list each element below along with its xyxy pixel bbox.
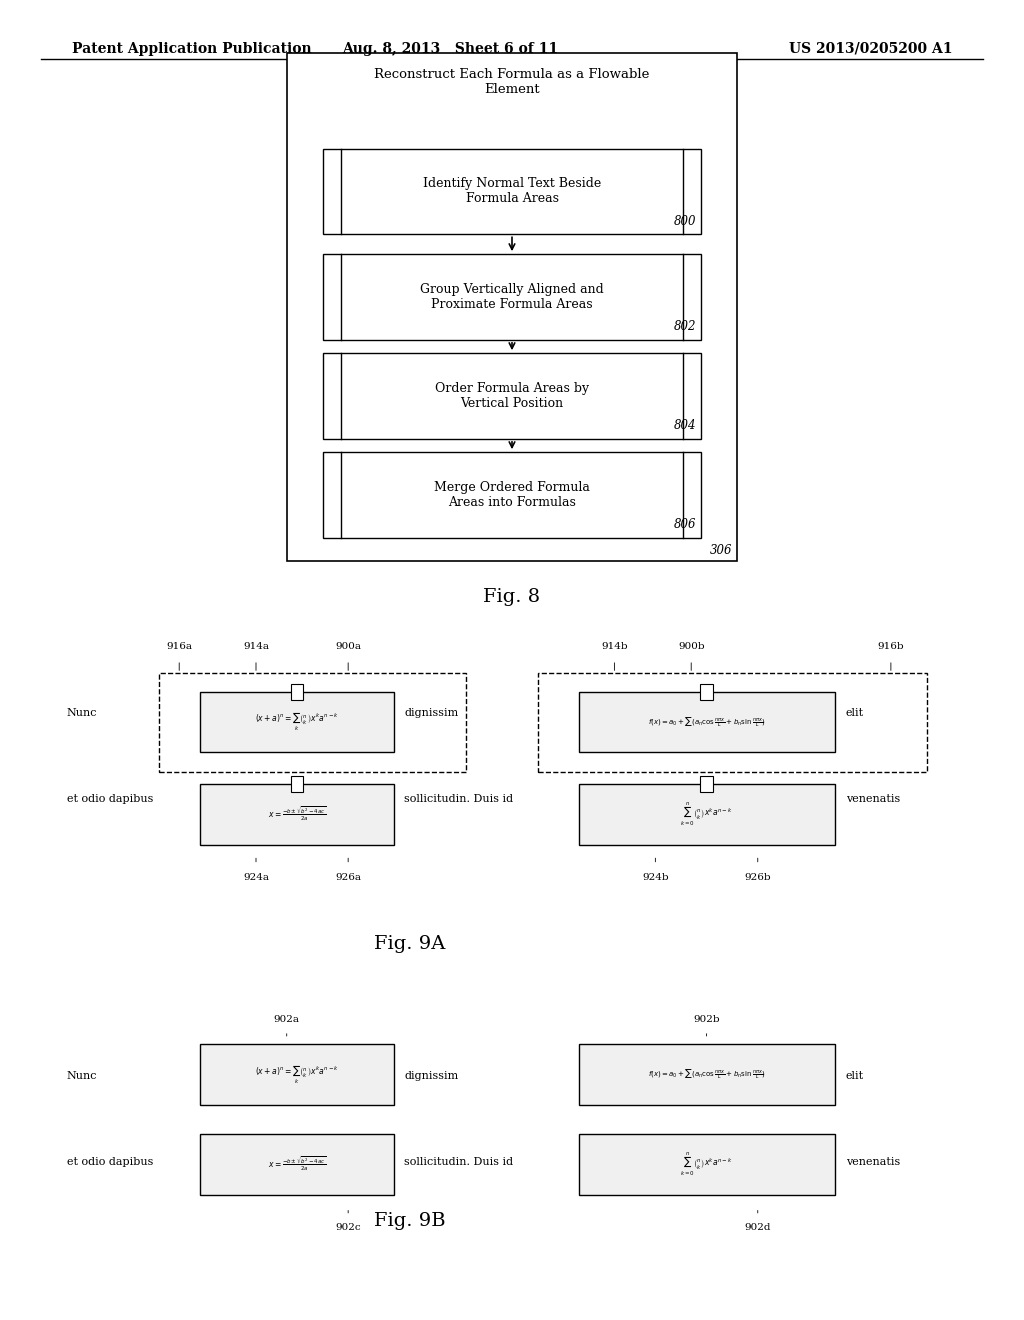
Text: Merge Ordered Formula
Areas into Formulas: Merge Ordered Formula Areas into Formula… <box>434 480 590 510</box>
Text: 926a: 926a <box>335 874 361 882</box>
Text: elit: elit <box>846 1071 864 1081</box>
FancyBboxPatch shape <box>579 1134 835 1195</box>
Text: 902a: 902a <box>273 1015 300 1023</box>
Text: venenatis: venenatis <box>846 793 900 804</box>
Text: Order Formula Areas by
Vertical Position: Order Formula Areas by Vertical Position <box>435 381 589 411</box>
Text: $x = \frac{-b\pm\sqrt{b^2-4ac}}{2a}$: $x = \frac{-b\pm\sqrt{b^2-4ac}}{2a}$ <box>268 1155 326 1173</box>
Text: 916a: 916a <box>166 643 193 651</box>
FancyBboxPatch shape <box>579 692 835 752</box>
Text: venenatis: venenatis <box>846 1156 900 1167</box>
Text: 800: 800 <box>674 215 696 227</box>
Text: $\sum_{k=0}^{n}\binom{n}{k}x^k a^{n-k}$: $\sum_{k=0}^{n}\binom{n}{k}x^k a^{n-k}$ <box>680 801 733 828</box>
FancyBboxPatch shape <box>200 1044 394 1105</box>
Text: Aug. 8, 2013   Sheet 6 of 11: Aug. 8, 2013 Sheet 6 of 11 <box>342 42 559 55</box>
Text: Reconstruct Each Formula as a Flowable
Element: Reconstruct Each Formula as a Flowable E… <box>375 67 649 96</box>
FancyBboxPatch shape <box>159 673 466 772</box>
Text: 900a: 900a <box>335 643 361 651</box>
Text: $f(x)=a_0+\sum(a_n\cos\frac{n\pi x}{L}+b_n\sin\frac{n\pi x}{L})$: $f(x)=a_0+\sum(a_n\cos\frac{n\pi x}{L}+b… <box>647 715 766 729</box>
Text: 804: 804 <box>674 420 696 433</box>
Text: Nunc: Nunc <box>67 708 97 718</box>
Text: $(x+a)^n = \sum_k \binom{n}{k} x^k a^{n-k}$: $(x+a)^n = \sum_k \binom{n}{k} x^k a^{n-… <box>255 1064 339 1085</box>
Text: 802: 802 <box>674 321 696 333</box>
Text: sollicitudin. Duis id: sollicitudin. Duis id <box>404 1156 514 1167</box>
Text: Identify Normal Text Beside
Formula Areas: Identify Normal Text Beside Formula Area… <box>423 177 601 206</box>
FancyBboxPatch shape <box>579 1044 835 1105</box>
Text: US 2013/0205200 A1: US 2013/0205200 A1 <box>788 42 952 55</box>
FancyBboxPatch shape <box>700 684 713 700</box>
Text: et odio dapibus: et odio dapibus <box>67 793 153 804</box>
Text: Fig. 9A: Fig. 9A <box>374 935 445 953</box>
FancyBboxPatch shape <box>200 1134 394 1195</box>
FancyBboxPatch shape <box>579 784 835 845</box>
FancyBboxPatch shape <box>323 354 701 438</box>
FancyBboxPatch shape <box>538 673 927 772</box>
Text: 902b: 902b <box>693 1015 720 1023</box>
Text: $\sum_{k=0}^{n}\binom{n}{k}x^k a^{n-k}$: $\sum_{k=0}^{n}\binom{n}{k}x^k a^{n-k}$ <box>680 1151 733 1177</box>
FancyBboxPatch shape <box>323 253 701 339</box>
FancyBboxPatch shape <box>700 776 713 792</box>
FancyBboxPatch shape <box>323 149 701 235</box>
Text: Group Vertically Aligned and
Proximate Formula Areas: Group Vertically Aligned and Proximate F… <box>420 282 604 312</box>
Text: Nunc: Nunc <box>67 1071 97 1081</box>
Text: Fig. 9B: Fig. 9B <box>374 1212 445 1230</box>
Text: 914a: 914a <box>243 643 269 651</box>
Text: $f(x)=a_0+\sum(a_n\cos\frac{n\pi x}{L}+b_n\sin\frac{n\pi x}{L})$: $f(x)=a_0+\sum(a_n\cos\frac{n\pi x}{L}+b… <box>647 1068 766 1081</box>
FancyBboxPatch shape <box>200 784 394 845</box>
Text: Patent Application Publication: Patent Application Publication <box>72 42 311 55</box>
Text: dignissim: dignissim <box>404 1071 459 1081</box>
FancyBboxPatch shape <box>200 692 394 752</box>
Text: dignissim: dignissim <box>404 708 459 718</box>
Text: 902d: 902d <box>744 1224 771 1232</box>
Text: 806: 806 <box>674 519 696 531</box>
Text: elit: elit <box>846 708 864 718</box>
Text: $x = \frac{-b\pm\sqrt{b^2-4ac}}{2a}$: $x = \frac{-b\pm\sqrt{b^2-4ac}}{2a}$ <box>268 805 326 824</box>
Text: et odio dapibus: et odio dapibus <box>67 1156 153 1167</box>
Text: sollicitudin. Duis id: sollicitudin. Duis id <box>404 793 514 804</box>
FancyBboxPatch shape <box>291 776 303 792</box>
FancyBboxPatch shape <box>287 53 737 561</box>
Text: 306: 306 <box>710 544 732 557</box>
Text: 926b: 926b <box>744 874 771 882</box>
Text: $(x+a)^n = \sum_k \binom{n}{k} x^k a^{n-k}$: $(x+a)^n = \sum_k \binom{n}{k} x^k a^{n-… <box>255 711 339 733</box>
Text: 902c: 902c <box>335 1224 361 1232</box>
Text: 916b: 916b <box>878 643 904 651</box>
Text: 914b: 914b <box>601 643 628 651</box>
FancyBboxPatch shape <box>323 451 701 539</box>
Text: 900b: 900b <box>678 643 705 651</box>
Text: 924a: 924a <box>243 874 269 882</box>
Text: 924b: 924b <box>642 874 669 882</box>
FancyBboxPatch shape <box>291 684 303 700</box>
Text: Fig. 8: Fig. 8 <box>483 587 541 606</box>
